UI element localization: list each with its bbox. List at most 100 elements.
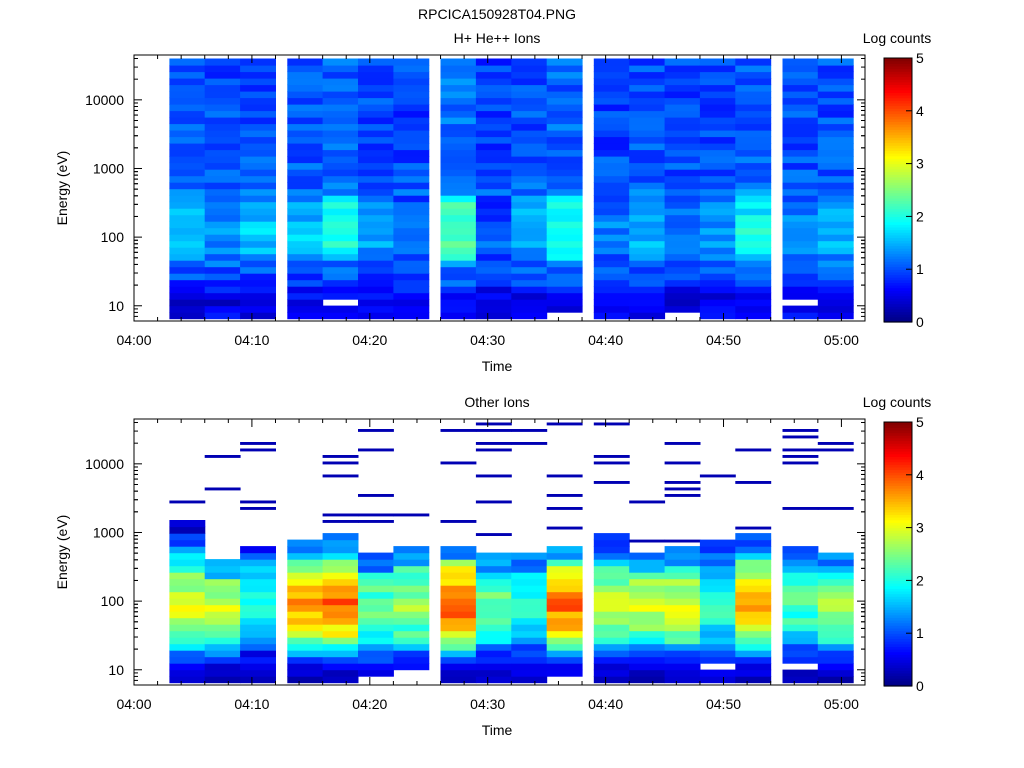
heatmap-cell <box>440 247 477 255</box>
colorbar-segment <box>884 155 912 159</box>
heatmap-cell <box>699 260 736 268</box>
heatmap-cell <box>699 78 736 86</box>
heatmap-cell <box>169 539 206 547</box>
heatmap-cell <box>169 591 206 599</box>
heatmap-cell <box>735 273 772 281</box>
heatmap-cell <box>287 604 324 612</box>
heatmap-cell <box>593 143 630 151</box>
heatmap-cell <box>735 305 772 313</box>
heatmap-cell <box>511 162 548 170</box>
heatmap-cell <box>475 305 512 313</box>
heatmap-cell <box>593 214 630 222</box>
heatmap-cell <box>699 175 736 183</box>
heatmap-cell <box>735 676 772 684</box>
heatmap-cell <box>735 565 772 573</box>
heatmap-cell <box>664 123 701 131</box>
colorbar-segment <box>884 192 912 196</box>
heatmap-cell <box>699 58 736 66</box>
heatmap-cell <box>240 117 276 125</box>
colorbar-segment <box>884 160 912 165</box>
x-tick-label: 04:40 <box>588 332 623 348</box>
heatmap-cell <box>358 520 394 523</box>
heatmap-cell <box>817 565 854 573</box>
heatmap-cell <box>393 84 430 92</box>
y-tick-label: 10000 <box>85 92 124 108</box>
heatmap-cell <box>240 97 276 105</box>
heatmap-cell <box>782 84 819 92</box>
heatmap-cell <box>735 669 772 677</box>
heatmap-cell <box>475 442 512 445</box>
heatmap-cell <box>322 533 359 541</box>
heatmap-cell <box>664 286 701 294</box>
colorbar-segment <box>884 232 912 236</box>
heatmap-cell <box>475 422 512 426</box>
colorbar-segment <box>884 524 912 529</box>
heatmap-cell <box>440 78 477 86</box>
heatmap-cell <box>358 260 394 268</box>
heatmap-cell <box>440 240 477 248</box>
panel1-axes: 04:00 04:10 04:20 04:30 04:40 04:50 05:00 10 100… <box>85 55 866 348</box>
heatmap-cell <box>735 208 772 216</box>
heatmap-cell <box>358 598 394 606</box>
heatmap-cell <box>782 286 819 294</box>
heatmap-cell <box>782 273 819 281</box>
heatmap-cell <box>664 58 701 66</box>
heatmap-cell <box>358 312 394 320</box>
heatmap-cell <box>735 91 772 99</box>
heatmap-cell <box>546 188 583 196</box>
heatmap-cell <box>358 78 394 86</box>
heatmap-cell <box>735 110 772 118</box>
colorbar-segment <box>884 646 912 650</box>
heatmap-cell <box>204 604 241 612</box>
heatmap-cell <box>358 663 394 671</box>
heatmap-cell <box>699 474 736 478</box>
heatmap-cell <box>287 552 324 560</box>
heatmap-cell <box>322 598 359 606</box>
heatmap-cell <box>240 630 276 638</box>
heatmap-cell <box>440 591 477 599</box>
heatmap-cell <box>393 604 430 612</box>
colorbar-segment <box>884 429 912 434</box>
heatmap-cell <box>782 461 819 465</box>
heatmap-cell <box>240 84 276 92</box>
heatmap-cell <box>440 312 477 320</box>
heatmap-cell <box>287 65 324 73</box>
heatmap-cell <box>664 71 701 79</box>
heatmap-cell <box>593 169 630 177</box>
heatmap-cell <box>546 175 583 183</box>
heatmap-cell <box>629 572 666 580</box>
heatmap-cell <box>735 240 772 248</box>
heatmap-cell <box>475 669 512 677</box>
colorbar-segment <box>884 572 912 576</box>
heatmap-cell <box>169 214 206 222</box>
heatmap-cell <box>699 240 736 248</box>
heatmap-cell <box>440 585 477 593</box>
heatmap-cell <box>287 123 324 131</box>
heatmap-cell <box>782 279 819 287</box>
heatmap-cell <box>287 585 324 593</box>
heatmap-cell <box>287 143 324 151</box>
panel1-colorbar: 0 1 2 3 4 5 <box>883 50 924 330</box>
colorbar-segment <box>884 187 912 191</box>
heatmap-cell <box>593 136 630 144</box>
heatmap-cell <box>699 188 736 196</box>
heatmap-cell <box>358 279 394 287</box>
y-tick-label: 1000 <box>93 160 124 176</box>
heatmap-cell <box>735 481 772 484</box>
colorbar-segment <box>884 76 912 80</box>
heatmap-cell <box>393 617 430 625</box>
heatmap-cell <box>287 175 324 183</box>
heatmap-cell <box>322 253 359 261</box>
heatmap-cell <box>322 624 359 632</box>
heatmap-cell <box>511 656 548 664</box>
colorbar-segment <box>884 683 912 687</box>
heatmap-cell <box>322 572 359 580</box>
heatmap-cell <box>664 617 701 625</box>
heatmap-cell <box>593 266 630 274</box>
colorbar-segment <box>884 314 912 318</box>
heatmap-cell <box>240 286 276 294</box>
heatmap-cell <box>322 234 359 242</box>
heatmap-cell <box>593 65 630 73</box>
heatmap-cell <box>358 643 394 651</box>
heatmap-cell <box>475 149 512 157</box>
